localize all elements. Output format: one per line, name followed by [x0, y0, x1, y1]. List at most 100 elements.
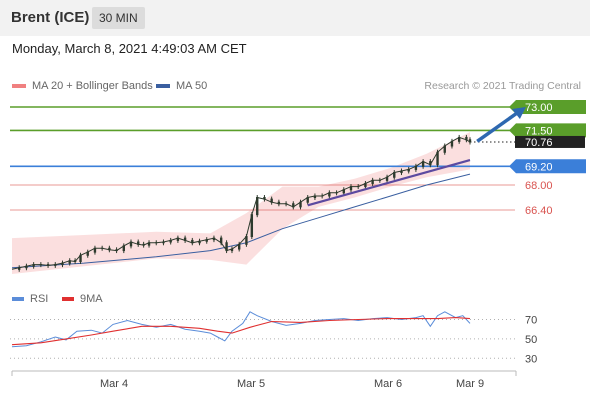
level-tag-69-20: 69.20 — [509, 159, 586, 174]
candle-body — [414, 165, 418, 170]
legend-label-ma20: MA 20 + Bollinger Bands — [32, 80, 153, 92]
candle-body — [169, 239, 172, 243]
candle-body — [137, 241, 140, 245]
candle-body — [86, 251, 89, 256]
candle-body — [436, 151, 439, 166]
ma50-line — [11, 173, 471, 269]
x-tick-label: Mar 6 — [374, 378, 402, 390]
current-price-text: 70.76 — [525, 137, 553, 149]
candle-body — [93, 247, 97, 253]
chart-datetime: Monday, March 8, 2021 4:49:03 AM CET — [12, 41, 247, 56]
level-tag-text: 71.50 — [525, 125, 553, 137]
current-price-box — [515, 135, 585, 148]
legend-swatch-ma50 — [156, 84, 170, 88]
candle-body — [306, 197, 309, 203]
legend-label-9ma: 9MA — [80, 293, 103, 305]
candle-body — [237, 243, 241, 250]
legend-swatch-ma20 — [12, 84, 26, 88]
candle-body — [198, 240, 201, 244]
candle-body — [108, 247, 111, 251]
candle-body — [407, 168, 410, 172]
candle-body — [176, 237, 180, 241]
candle-body — [219, 237, 223, 244]
chart-credit: Research © 2021 Trading Central — [424, 80, 581, 92]
candle-body — [299, 201, 302, 208]
candle-body — [225, 242, 228, 252]
level-label-66-40: 66.40 — [525, 205, 553, 217]
candle-body — [79, 254, 82, 262]
x-tick-label: Mar 5 — [237, 378, 265, 390]
rsi-ma9-line — [11, 317, 471, 346]
candle-body — [393, 172, 396, 178]
candle-body — [147, 242, 151, 246]
candle-body — [328, 192, 331, 197]
candle-body — [191, 239, 194, 244]
interval-button[interactable]: 30 MIN — [92, 7, 145, 29]
candle-body — [371, 179, 374, 184]
level-label-68-00: 68.00 — [525, 180, 553, 192]
candle-body — [292, 203, 295, 208]
price-candles — [18, 134, 472, 272]
legend-label-ma50: MA 50 — [176, 80, 208, 92]
candle-body — [364, 182, 367, 188]
candle-body — [385, 176, 389, 181]
current-price-label: 70.76 — [515, 135, 585, 149]
legend-rsi: RSI — [12, 293, 48, 305]
candle-body — [349, 186, 353, 191]
candle-body — [61, 262, 64, 266]
candle-body — [18, 267, 21, 270]
candle-body — [400, 170, 403, 174]
candle-body — [457, 136, 461, 142]
rsi-tick-label: 30 — [525, 353, 537, 365]
price-line — [11, 136, 471, 270]
level-tag-box — [509, 100, 586, 114]
legend-label-rsi: RSI — [30, 293, 49, 305]
rsi-tick-label: 50 — [525, 334, 537, 346]
candle-body — [429, 161, 432, 166]
legend-swatch-rsi — [12, 297, 24, 301]
level-tag-text: 69.20 — [525, 161, 553, 173]
legend-ma50: MA 50 — [156, 80, 207, 92]
candle-body — [205, 239, 208, 242]
legend-ma20-bollinger: MA 20 + Bollinger Bands — [12, 80, 153, 92]
rsi-tick-label: 70 — [525, 315, 537, 327]
x-tick-label: Mar 4 — [100, 378, 128, 390]
candle-body — [263, 197, 266, 200]
candle-body — [313, 195, 317, 199]
level-tag-box — [509, 123, 586, 138]
candle-body — [450, 140, 454, 147]
x-tick-label: Mar 9 — [456, 378, 484, 390]
candle-body — [68, 260, 71, 264]
candle-body — [342, 189, 345, 194]
candle-body — [32, 264, 35, 267]
bollinger-band — [12, 132, 470, 274]
candle-body — [245, 236, 248, 245]
projection-arrow-shaft — [476, 109, 521, 143]
candle-body — [443, 145, 446, 153]
level-tag-73-00: 73.00 — [509, 100, 586, 114]
candle-body — [421, 161, 425, 167]
candle-body — [122, 245, 125, 252]
level-tag-text: 73.00 — [525, 102, 553, 114]
candle-body — [270, 198, 273, 203]
trendline — [307, 159, 471, 207]
candle-body — [250, 214, 254, 238]
level-tag-box — [509, 159, 586, 174]
chart-header: Brent (ICE) 30 MIN — [0, 0, 590, 36]
projection-arrow-head — [511, 107, 526, 119]
candle-body — [129, 241, 133, 247]
candle-body — [465, 136, 468, 141]
candle-body — [256, 197, 259, 216]
rsi-line — [11, 311, 471, 348]
legend-9ma: 9MA — [62, 293, 103, 305]
candle-body — [468, 139, 472, 143]
candle-body — [277, 201, 281, 205]
candle-body — [25, 265, 28, 269]
level-tag-71-50: 71.50 — [509, 123, 586, 138]
legend-swatch-9ma — [62, 297, 74, 301]
candle-body — [183, 237, 187, 241]
candle-body — [212, 237, 216, 241]
candle-body — [230, 248, 234, 252]
instrument-title: Brent (ICE) — [11, 9, 90, 26]
